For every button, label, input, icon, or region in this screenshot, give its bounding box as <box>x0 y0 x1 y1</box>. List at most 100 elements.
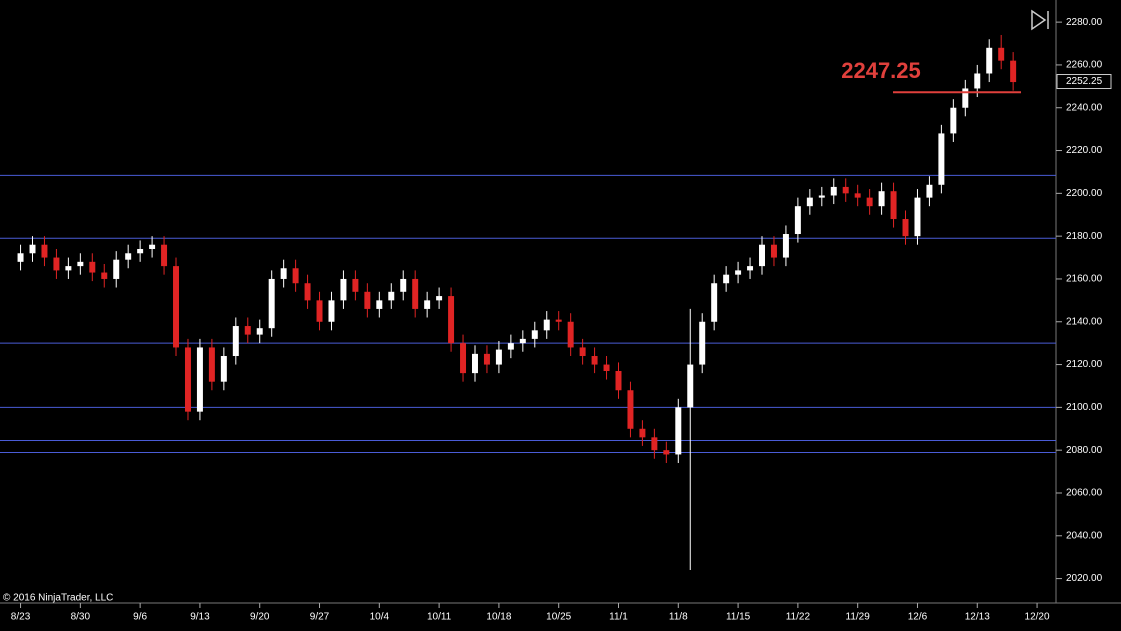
candle-body <box>938 133 945 185</box>
candle-body <box>555 319 562 322</box>
y-tick-label: 2180.00 <box>1066 231 1103 242</box>
x-tick-label: 9/6 <box>133 612 147 623</box>
candle-body <box>113 259 120 279</box>
candle-body <box>770 244 777 258</box>
candle-body <box>173 266 180 348</box>
candle-body <box>962 88 969 108</box>
candle-body <box>615 370 622 391</box>
candle-body <box>364 291 371 309</box>
candle-body <box>782 234 789 258</box>
y-tick-label: 2240.00 <box>1066 102 1103 113</box>
candle-body <box>53 257 60 271</box>
candle-body <box>639 428 646 438</box>
candle-body <box>663 450 670 455</box>
candle-body <box>759 244 765 267</box>
candle-body <box>878 191 885 207</box>
y-tick-label: 2200.00 <box>1066 188 1103 199</box>
candle-body <box>220 356 227 382</box>
candle-body <box>890 191 897 220</box>
candle-body <box>1010 60 1017 83</box>
candle-body <box>854 193 861 198</box>
candle-body <box>747 266 754 271</box>
candle-body <box>161 244 168 267</box>
candle-body <box>376 300 383 309</box>
candle-body <box>29 244 36 254</box>
candle-body <box>101 272 108 279</box>
y-tick-label: 2060.00 <box>1066 488 1103 499</box>
candle-body <box>448 296 455 344</box>
watermark: © 2016 NinjaTrader, LLC <box>3 593 113 604</box>
candle-body <box>471 353 478 374</box>
candle-body <box>926 184 933 198</box>
candle-body <box>866 197 873 207</box>
candle-body <box>842 186 849 194</box>
candle-body <box>507 343 514 350</box>
candle-body <box>292 268 299 284</box>
candle-body <box>208 347 215 382</box>
last-price-label: 2252.25 <box>1066 76 1103 87</box>
y-tick-label: 2080.00 <box>1066 445 1103 456</box>
x-tick-label: 9/20 <box>250 612 270 623</box>
y-tick-label: 2020.00 <box>1066 573 1103 584</box>
candle-body <box>699 321 706 365</box>
candle-body <box>495 349 502 365</box>
candle-body <box>137 248 144 254</box>
candle-body <box>328 300 335 322</box>
candle-body <box>304 283 311 301</box>
candle-body <box>352 278 359 292</box>
y-tick-label: 2040.00 <box>1066 530 1103 541</box>
candle-body <box>244 326 251 335</box>
candle-body <box>579 347 586 357</box>
candle-body <box>196 347 203 412</box>
scroll-end-button[interactable] <box>1027 8 1051 32</box>
candle-body <box>424 300 431 309</box>
candle-body <box>531 330 538 339</box>
x-tick-label: 8/23 <box>11 612 31 623</box>
x-tick-label: 12/13 <box>965 612 990 623</box>
candle-body <box>17 253 24 262</box>
candle-body <box>735 270 742 275</box>
candle-body <box>412 278 419 309</box>
candle-body <box>316 300 323 322</box>
candle-body <box>65 266 72 271</box>
candle-body <box>914 197 921 237</box>
candle-body <box>651 437 658 451</box>
candle-body <box>627 390 634 429</box>
candle-body <box>149 244 156 249</box>
x-tick-label: 9/13 <box>190 612 210 623</box>
candle-body <box>184 347 191 412</box>
candle-body <box>125 253 132 260</box>
candle-body <box>400 278 407 292</box>
candle-body <box>41 244 48 258</box>
x-tick-label: 10/18 <box>486 612 511 623</box>
candle-body <box>950 107 957 134</box>
x-tick-label: 11/1 <box>609 612 628 623</box>
candle-body <box>675 407 682 455</box>
candle-body <box>340 278 347 301</box>
marked-level-label: 2247.25 <box>841 58 921 83</box>
x-tick-label: 10/4 <box>370 612 390 623</box>
y-tick-label: 2140.00 <box>1066 316 1103 327</box>
candle-body <box>902 219 909 237</box>
candle-body <box>77 261 84 267</box>
candle-body <box>603 364 610 371</box>
candle-body <box>460 343 467 374</box>
y-tick-label: 2260.00 <box>1066 60 1103 71</box>
candle-body <box>436 296 443 301</box>
x-tick-label: 11/8 <box>669 612 688 623</box>
play-icon <box>1031 9 1047 31</box>
x-tick-label: 10/25 <box>546 612 571 623</box>
x-tick-label: 9/27 <box>310 612 330 623</box>
candle-body <box>232 326 239 357</box>
button-bg[interactable] <box>1027 8 1051 32</box>
candle-body <box>519 338 526 344</box>
candle-body <box>687 364 694 408</box>
candle-body <box>89 261 96 273</box>
x-tick-label: 11/29 <box>846 612 871 623</box>
y-tick-label: 2280.00 <box>1066 17 1103 28</box>
candle-body <box>974 73 981 89</box>
y-tick-label: 2120.00 <box>1066 359 1103 370</box>
